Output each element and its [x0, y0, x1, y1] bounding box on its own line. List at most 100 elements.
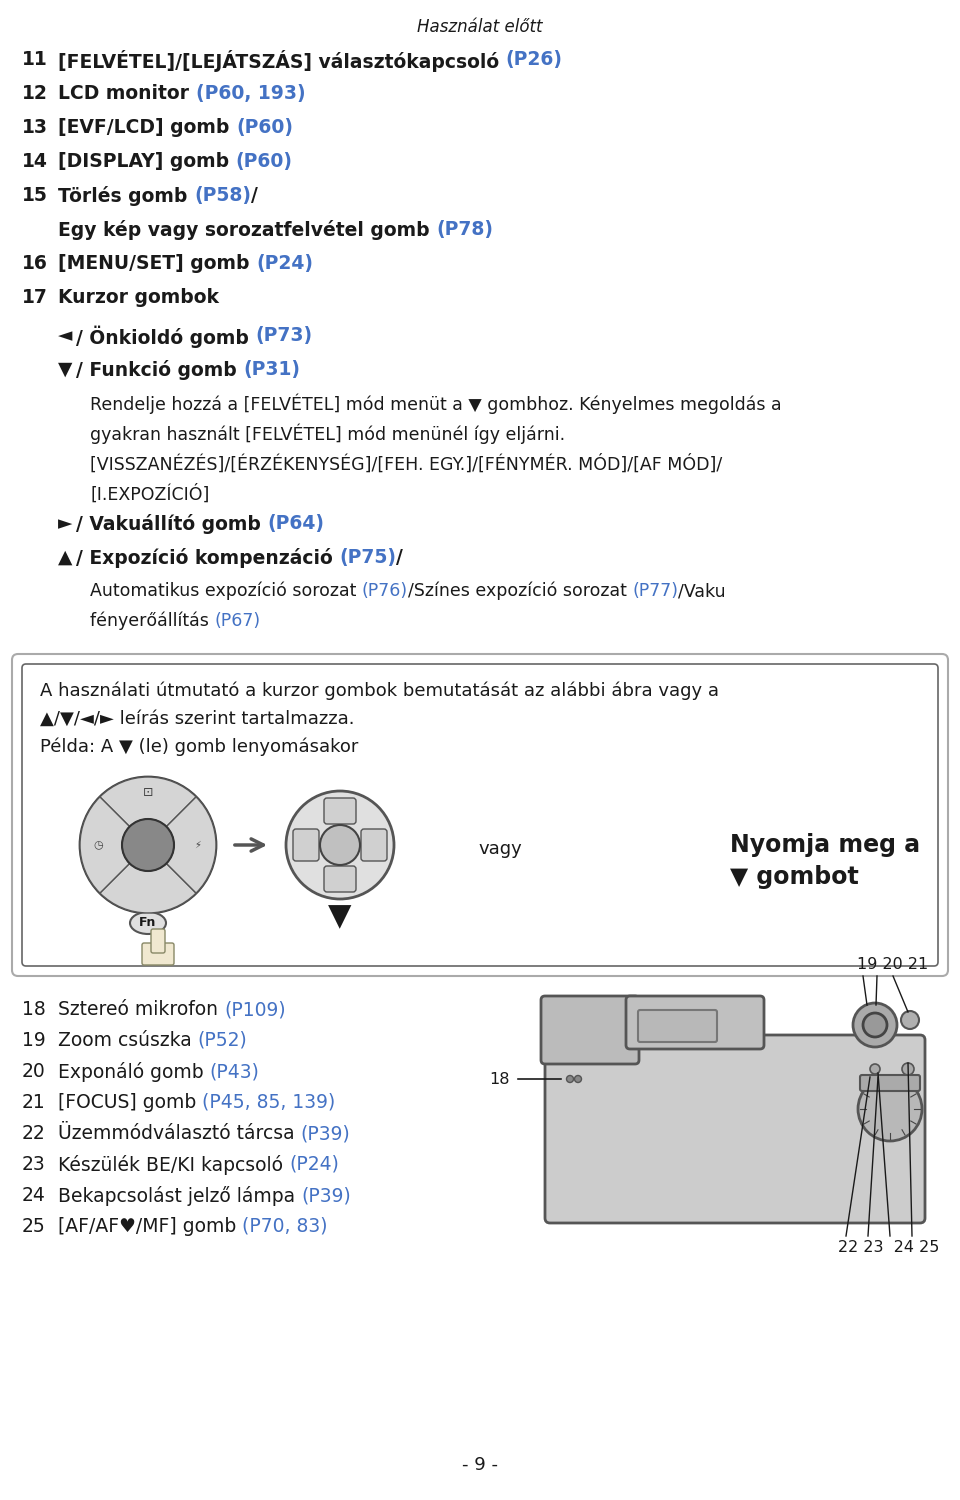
Text: 19: 19	[22, 1030, 46, 1050]
Circle shape	[80, 777, 216, 914]
Text: Sztereó mikrofon: Sztereó mikrofon	[58, 1000, 224, 1018]
Text: [VISSZANÉZÉS]/[ÉRZÉKENYSÉG]/[FEH. EGY.]/[FÉNYMÉR. MÓD]/[AF MÓD]/: [VISSZANÉZÉS]/[ÉRZÉKENYSÉG]/[FEH. EGY.]/…	[90, 454, 722, 474]
Text: (P64): (P64)	[268, 514, 324, 532]
Text: (P70, 83): (P70, 83)	[242, 1216, 327, 1236]
Text: Automatikus expozíció sorozat: Automatikus expozíció sorozat	[90, 582, 362, 600]
Text: /Vaku: /Vaku	[679, 582, 726, 600]
Text: Egy kép vagy sorozatfelvétel gomb: Egy kép vagy sorozatfelvétel gomb	[58, 220, 436, 240]
Text: 22: 22	[22, 1124, 46, 1143]
Text: fényerőállítás: fényerőállítás	[90, 612, 214, 630]
Text: ⊡: ⊡	[143, 786, 154, 800]
Text: (P24): (P24)	[289, 1155, 339, 1174]
Text: (P67): (P67)	[214, 612, 260, 630]
FancyBboxPatch shape	[293, 830, 319, 861]
Text: MENU: MENU	[135, 839, 161, 848]
Text: Kurzor gombok: Kurzor gombok	[58, 288, 219, 308]
Text: (P45, 85, 139): (P45, 85, 139)	[203, 1094, 335, 1112]
Text: [AF/AF♥/MF] gomb: [AF/AF♥/MF] gomb	[58, 1216, 242, 1236]
Text: [I.EXPOZÍCIÓ]: [I.EXPOZÍCIÓ]	[90, 484, 209, 504]
Wedge shape	[100, 777, 196, 826]
Text: 13: 13	[22, 118, 48, 136]
Text: [MENU/SET] gomb: [MENU/SET] gomb	[58, 254, 256, 273]
Text: / Expozíció kompenzáció: / Expozíció kompenzáció	[76, 548, 339, 568]
Text: /: /	[396, 548, 403, 567]
Ellipse shape	[130, 912, 166, 934]
Text: 11: 11	[22, 50, 48, 69]
Text: 24: 24	[22, 1186, 46, 1204]
Text: ►: ►	[58, 514, 72, 532]
Text: (P109): (P109)	[224, 1000, 286, 1018]
Text: ⚡: ⚡	[195, 840, 202, 850]
Text: 12: 12	[22, 84, 48, 104]
FancyBboxPatch shape	[324, 865, 356, 892]
Text: 18: 18	[490, 1071, 510, 1086]
Text: ▼: ▼	[328, 903, 351, 932]
Text: (P78): (P78)	[436, 220, 493, 238]
Text: Rendelje hozzá a [FELVÉTEL] mód menüt a ▼ gombhoz. Kényelmes megoldás a: Rendelje hozzá a [FELVÉTEL] mód menüt a …	[90, 394, 781, 414]
Text: Példa: A ▼ (le) gomb lenyomásakor: Példa: A ▼ (le) gomb lenyomásakor	[40, 738, 358, 756]
Text: (P60, 193): (P60, 193)	[196, 84, 305, 104]
Text: (P52): (P52)	[198, 1030, 248, 1050]
Circle shape	[122, 819, 174, 872]
Text: (P75): (P75)	[339, 548, 396, 567]
Text: ◄: ◄	[58, 326, 72, 345]
FancyBboxPatch shape	[12, 654, 948, 976]
FancyBboxPatch shape	[545, 1035, 925, 1222]
Text: gyakran használt [FELVÉTEL] mód menünél így eljárni.: gyakran használt [FELVÉTEL] mód menünél …	[90, 424, 565, 444]
Text: /SET: /SET	[138, 847, 157, 856]
Text: (P58): (P58)	[194, 186, 251, 206]
Wedge shape	[80, 796, 130, 892]
FancyBboxPatch shape	[626, 996, 764, 1048]
Text: (P31): (P31)	[243, 360, 300, 380]
Text: 19 20 21: 19 20 21	[857, 957, 928, 972]
Text: (P24): (P24)	[256, 254, 313, 273]
Wedge shape	[166, 796, 216, 892]
Text: 17: 17	[22, 288, 48, 308]
Text: (P73): (P73)	[255, 326, 313, 345]
FancyBboxPatch shape	[361, 830, 387, 861]
Text: / Vakuállító gomb: / Vakuállító gomb	[76, 514, 268, 534]
Text: (P26): (P26)	[506, 50, 563, 69]
Text: Exponáló gomb: Exponáló gomb	[58, 1062, 209, 1082]
FancyBboxPatch shape	[541, 996, 639, 1064]
Text: - 9 -: - 9 -	[462, 1456, 498, 1474]
Text: Bekapcsolást jelző lámpa: Bekapcsolást jelző lámpa	[58, 1186, 301, 1206]
Text: [FELVÉTEL]/[LEJÁTSZÁS] választókapcsoló: [FELVÉTEL]/[LEJÁTSZÁS] választókapcsoló	[58, 50, 506, 72]
Text: 25: 25	[22, 1216, 46, 1236]
Text: 18: 18	[22, 1000, 46, 1018]
FancyBboxPatch shape	[638, 1010, 717, 1042]
Text: Nyomja meg a: Nyomja meg a	[730, 833, 920, 856]
Text: 22 23  24 25: 22 23 24 25	[838, 1240, 940, 1256]
FancyBboxPatch shape	[22, 664, 938, 966]
Text: ▲: ▲	[58, 548, 72, 567]
Text: (P43): (P43)	[209, 1062, 259, 1082]
Text: / Önkioldó gomb: / Önkioldó gomb	[76, 326, 255, 348]
Text: 15: 15	[22, 186, 48, 206]
Text: [FOCUS] gomb: [FOCUS] gomb	[58, 1094, 203, 1112]
Text: 16: 16	[22, 254, 48, 273]
Text: LCD monitor: LCD monitor	[58, 84, 196, 104]
Text: Fn: Fn	[139, 916, 156, 930]
Text: (P39): (P39)	[300, 1124, 350, 1143]
Text: (P76): (P76)	[362, 582, 408, 600]
Text: /: /	[251, 186, 257, 206]
Text: Üzemmódválasztó tárcsa: Üzemmódválasztó tárcsa	[58, 1124, 300, 1143]
Circle shape	[320, 825, 360, 866]
FancyBboxPatch shape	[142, 944, 174, 964]
Text: ◷: ◷	[93, 840, 103, 850]
Wedge shape	[100, 864, 196, 913]
FancyBboxPatch shape	[151, 928, 165, 952]
Text: / Funkció gomb: / Funkció gomb	[76, 360, 243, 380]
Text: Készülék BE/KI kapcsoló: Készülék BE/KI kapcsoló	[58, 1155, 289, 1174]
Circle shape	[574, 1076, 582, 1083]
Text: /Színes expozíció sorozat: /Színes expozíció sorozat	[408, 582, 633, 600]
Text: [EVF/LCD] gomb: [EVF/LCD] gomb	[58, 118, 236, 136]
Text: Zoom csúszka: Zoom csúszka	[58, 1030, 198, 1050]
Text: (P60): (P60)	[236, 118, 293, 136]
Text: ▲/▼/◄/► leírás szerint tartalmazza.: ▲/▼/◄/► leírás szerint tartalmazza.	[40, 710, 354, 728]
Text: 23: 23	[22, 1155, 46, 1174]
Text: vagy: vagy	[478, 840, 522, 858]
Circle shape	[863, 1013, 887, 1036]
Text: 14: 14	[22, 152, 48, 171]
Circle shape	[870, 1064, 880, 1074]
